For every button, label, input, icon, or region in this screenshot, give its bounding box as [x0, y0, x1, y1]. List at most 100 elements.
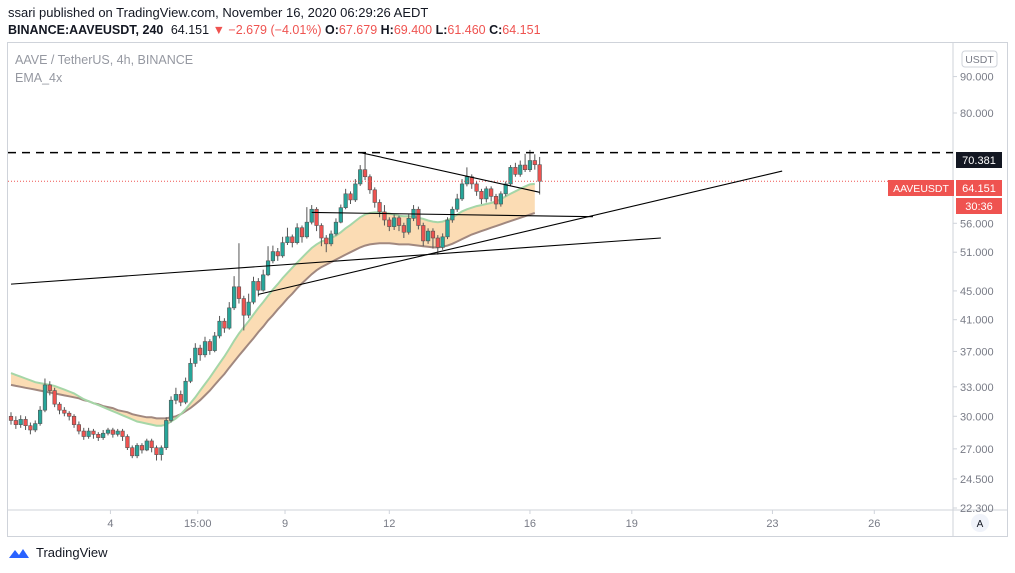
- candle-body-up: [445, 219, 450, 238]
- candle-body-up: [251, 281, 256, 303]
- candle-body-up: [232, 286, 237, 309]
- candle: [222, 318, 227, 333]
- close-label: C:: [489, 23, 503, 37]
- candle-body-up: [328, 233, 334, 245]
- candle-body-up: [159, 447, 164, 455]
- trendline[interactable]: [311, 211, 594, 218]
- candle: [42, 378, 48, 413]
- candle: [518, 160, 523, 177]
- candle-body-up: [86, 430, 91, 437]
- symbol-price-tag: AAVEUSDT 64.151 30:36: [888, 180, 1002, 214]
- trendline[interactable]: [258, 170, 783, 295]
- candle: [275, 247, 280, 261]
- candle: [202, 336, 208, 358]
- price-axis[interactable]: 22.300 24.500 27.000 30.000 33.000 37.000 41.0…: [953, 72, 994, 515]
- candle: [362, 152, 368, 181]
- candle-body-up: [353, 183, 358, 201]
- candle-body-down: [319, 225, 324, 239]
- trendline[interactable]: [360, 151, 540, 193]
- currency-badge[interactable]: USDT: [961, 50, 998, 68]
- auto-scale-button[interactable]: A: [971, 514, 989, 532]
- candle-body-down: [367, 176, 373, 191]
- candle-body-down: [62, 409, 67, 414]
- candle: [178, 390, 183, 407]
- candle: [135, 443, 140, 459]
- candle-body-down: [8, 415, 14, 421]
- candle: [333, 218, 339, 236]
- candle: [159, 445, 164, 461]
- candle-body-up: [164, 420, 169, 449]
- candle: [343, 188, 348, 210]
- candle-body-down: [513, 167, 518, 175]
- candle-body-down: [52, 390, 57, 405]
- candle: [498, 191, 503, 207]
- candle: [421, 222, 426, 247]
- candle-body-up: [333, 221, 339, 235]
- ticker-line: BINANCE:AAVEUSDT, 240 64.151 ▼ −2.679 (−…: [8, 23, 541, 37]
- candle-body-up: [518, 164, 523, 175]
- down-arrow-icon: ▼: [212, 23, 225, 37]
- trendline[interactable]: [10, 237, 661, 285]
- candle-body-down: [236, 286, 242, 299]
- candle: [96, 432, 101, 441]
- candle-body-up: [188, 363, 193, 382]
- candle: [372, 187, 377, 208]
- candle-body-up: [392, 217, 397, 227]
- candle: [91, 428, 96, 439]
- ema-band-fill: [11, 183, 535, 426]
- indicator-legend[interactable]: EMA_4x: [15, 71, 63, 85]
- candle: [207, 339, 212, 355]
- time-tick-label: 26: [868, 518, 880, 530]
- candle-body-up: [459, 183, 465, 200]
- candle: [290, 234, 295, 248]
- candle: [280, 236, 285, 258]
- candle-body-up: [115, 430, 120, 435]
- candle: [513, 162, 518, 177]
- candle: [168, 396, 174, 423]
- price-tick-label: 51.000: [960, 247, 994, 259]
- candle-body-down: [130, 447, 135, 457]
- candle: [416, 206, 421, 230]
- candle-body-down: [372, 189, 377, 203]
- candle-body-down: [396, 217, 402, 226]
- candle: [324, 235, 329, 253]
- trendlines: [8, 151, 953, 295]
- candle: [396, 215, 402, 232]
- candle-body-down: [377, 202, 382, 213]
- candle: [101, 429, 106, 440]
- time-tick-label: 16: [524, 518, 536, 530]
- currency-label: USDT: [965, 54, 994, 66]
- symbol-tag-label: AAVEUSDT: [893, 183, 949, 195]
- candle-body-down: [154, 447, 159, 455]
- candle-body-up: [280, 242, 285, 257]
- countdown-tag: 30:36: [965, 201, 993, 213]
- candle-body-down: [67, 412, 72, 417]
- candle-body-down: [241, 298, 246, 316]
- candle-body-down: [275, 251, 280, 257]
- candle: [183, 377, 188, 405]
- candle: [8, 412, 14, 425]
- price-change: −2.679 (−4.01%): [228, 23, 322, 37]
- candle-body-down: [435, 237, 440, 248]
- candle: [377, 199, 382, 218]
- candle-body-up: [338, 207, 343, 223]
- candle-body-down: [110, 429, 115, 435]
- candle-body-up: [440, 236, 445, 248]
- candle: [392, 214, 397, 230]
- candle-body-down: [125, 436, 130, 449]
- candle: [348, 191, 353, 205]
- candle-body-down: [430, 230, 436, 239]
- candle: [67, 411, 72, 421]
- candle-body-down: [149, 440, 154, 449]
- candle-body-down: [299, 227, 305, 238]
- time-axis[interactable]: 4 15:00 9 12 16 19 23 26: [107, 510, 880, 530]
- candle: [105, 427, 111, 436]
- tradingview-brand[interactable]: TradingView: [8, 545, 108, 560]
- candle: [139, 443, 145, 454]
- candle-body-up: [358, 169, 363, 185]
- candle: [479, 188, 484, 205]
- candle-body-up: [503, 183, 508, 195]
- candle: [256, 278, 261, 297]
- candle-body-up: [144, 440, 149, 451]
